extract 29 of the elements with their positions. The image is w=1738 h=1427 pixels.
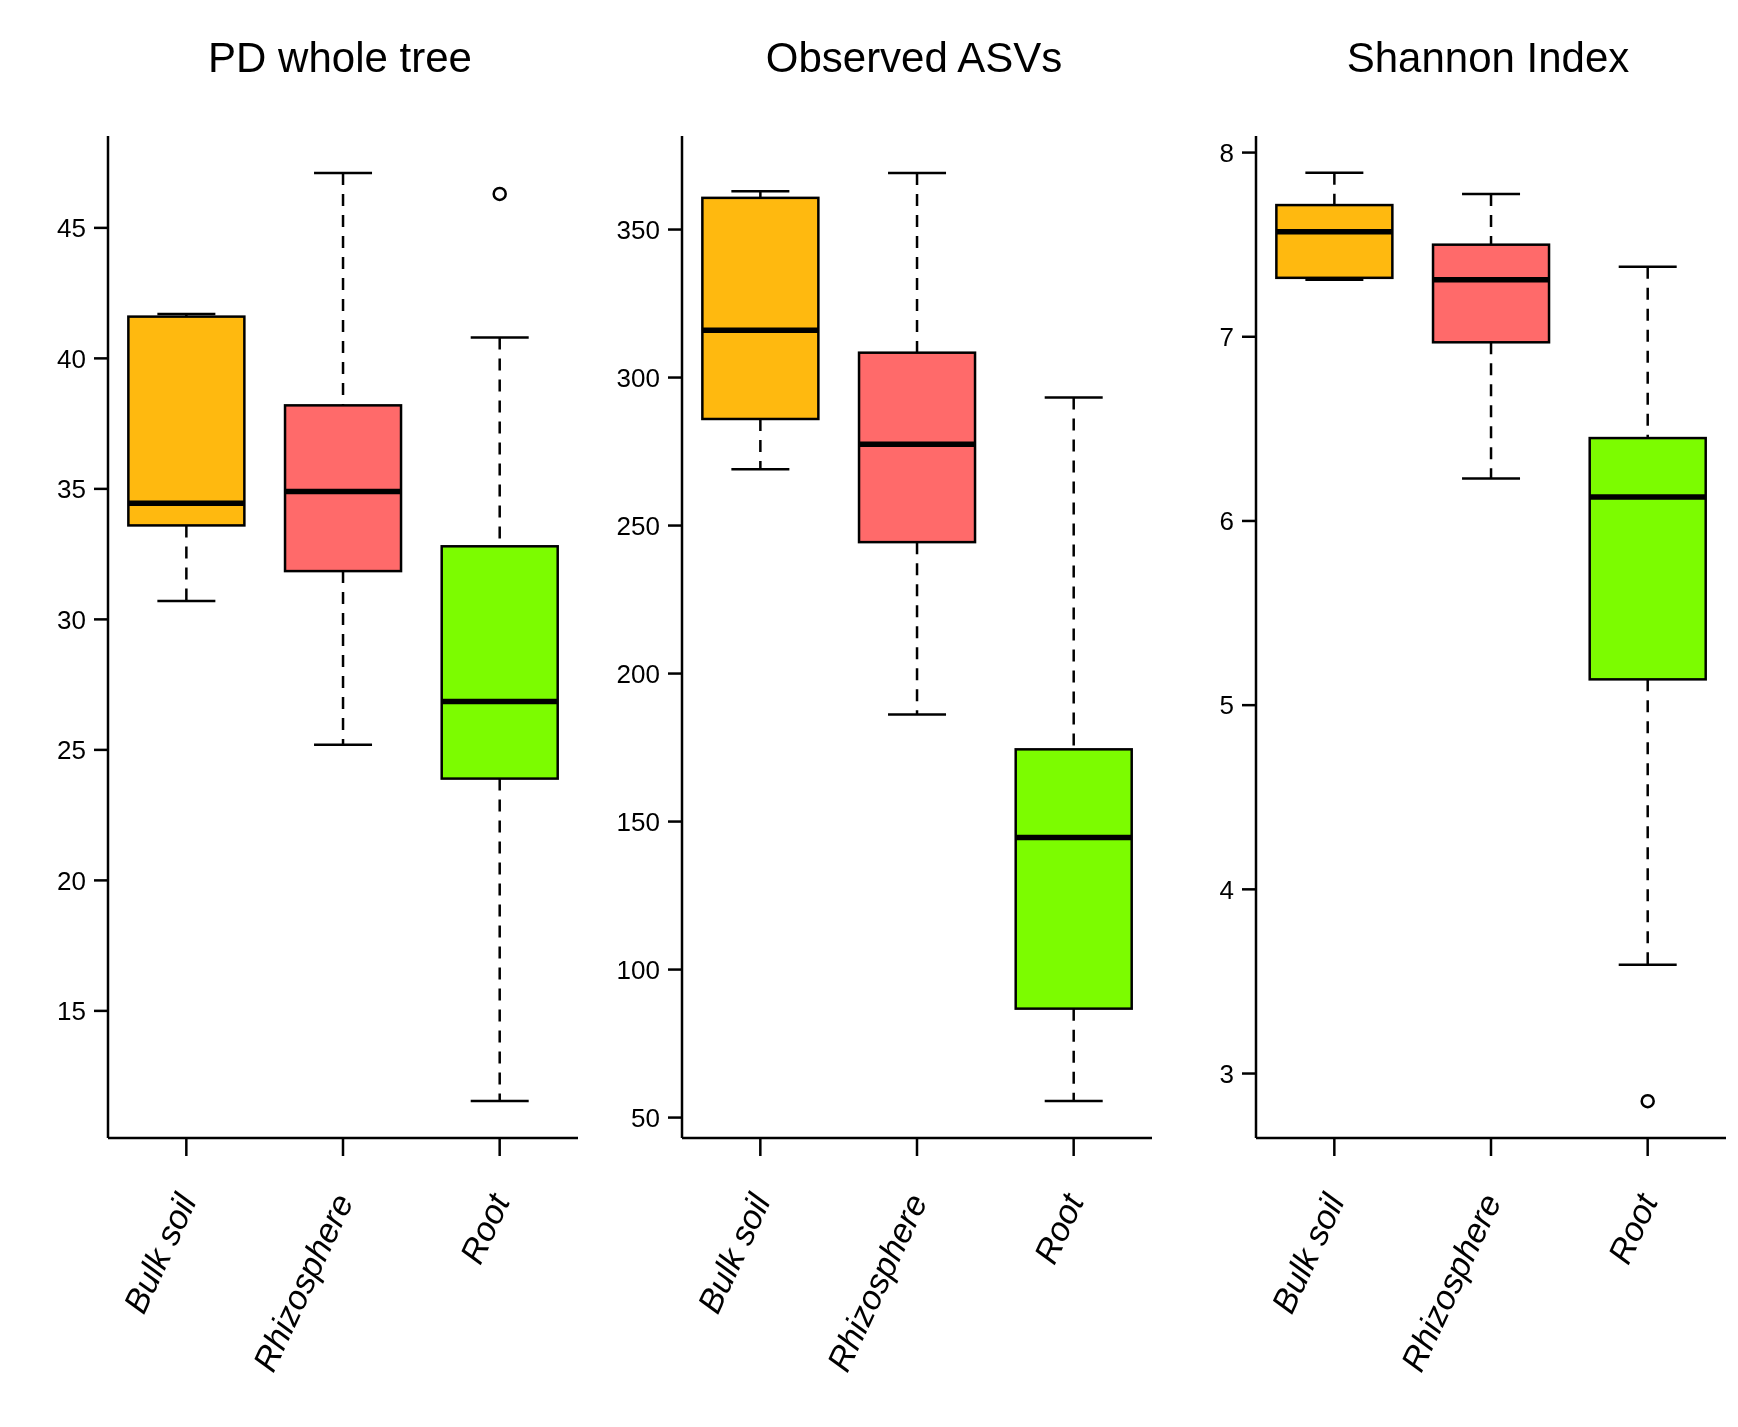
y-tick-label: 6: [1219, 506, 1234, 537]
x-tick-label: Root: [1600, 1186, 1666, 1270]
y-tick-label: 30: [57, 604, 86, 635]
x-tick-label: Bulk soil: [1263, 1186, 1353, 1319]
y-tick-label: 350: [616, 214, 660, 245]
x-tick-label: Bulk soil: [689, 1186, 779, 1319]
chart-title: PD whole tree: [207, 33, 473, 83]
y-tick-label: 250: [616, 510, 660, 541]
y-tick-label: 40: [57, 343, 86, 374]
y-tick-label: 5: [1219, 690, 1234, 721]
y-tick-label: 50: [631, 1102, 660, 1133]
y-tick-label: 20: [57, 865, 86, 896]
x-tick-label: Root: [1026, 1186, 1092, 1270]
y-tick-label: 7: [1219, 322, 1234, 352]
y-tick-label: 8: [1219, 137, 1234, 168]
x-tick-label: Root: [452, 1186, 518, 1270]
y-tick-label: 150: [616, 806, 660, 837]
chart-title: Observed ASVs: [764, 33, 1064, 83]
y-tick-label: 25: [57, 735, 86, 766]
y-tick-label: 300: [616, 362, 660, 393]
y-tick-label: 35: [57, 474, 86, 505]
y-tick-label: 15: [57, 996, 86, 1027]
y-tick-label: 4: [1219, 874, 1234, 905]
y-tick-label: 100: [616, 954, 660, 985]
chart-title: Shannon Index: [1345, 33, 1631, 83]
y-tick-label: 45: [57, 213, 86, 244]
y-tick-label: 3: [1219, 1058, 1234, 1089]
x-tick-label: Bulk soil: [115, 1186, 205, 1319]
y-tick-label: 200: [616, 658, 660, 689]
